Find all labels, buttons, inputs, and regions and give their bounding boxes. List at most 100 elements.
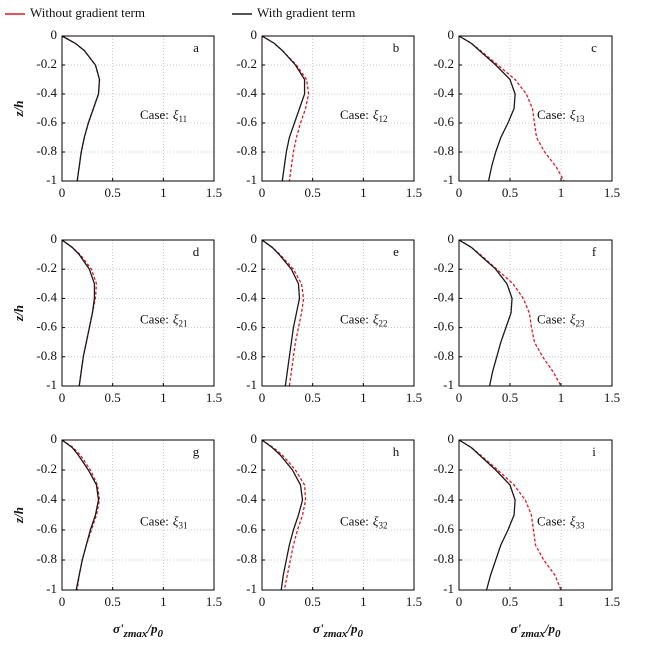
y-tick-label: 0 <box>51 431 58 446</box>
x-tick-label: 0 <box>259 390 266 405</box>
x-tick-label: 0 <box>59 185 66 200</box>
y-tick-label: -0.8 <box>433 143 454 158</box>
y-tick-label: -0.4 <box>236 491 257 506</box>
x-tick-label: 1 <box>360 185 367 200</box>
y-tick-label: -0.6 <box>433 114 454 129</box>
y-tick-label: -1 <box>246 581 257 596</box>
y-tick-label: -0.6 <box>36 114 57 129</box>
y-tick-label: -0.8 <box>236 551 257 566</box>
x-label-part: σ' <box>313 621 324 636</box>
y-tick-label: -0.2 <box>236 260 257 275</box>
case-annotation: Case: ξ22 <box>340 311 387 328</box>
y-axis-label: z/h <box>11 305 26 322</box>
data-line <box>458 439 562 591</box>
plot-frame <box>458 239 613 387</box>
y-tick-label: -1 <box>46 581 57 596</box>
x-label-part: 0 <box>158 628 164 640</box>
plot-frame <box>61 439 215 591</box>
y-tick-label: -0.6 <box>36 319 57 334</box>
y-tick-label: -0.4 <box>236 85 257 100</box>
y-tick-label: -1 <box>46 172 57 187</box>
y-tick-label: -0.6 <box>236 319 257 334</box>
case-annotation: Case: ξ12 <box>340 107 387 124</box>
case-annotation: Case: ξ11 <box>140 107 187 124</box>
x-axis-label: σ'zmax/p0 <box>313 621 364 640</box>
y-tick-label: -0.4 <box>236 289 257 304</box>
plot-frame <box>261 239 415 387</box>
y-tick-label: -0.8 <box>236 348 257 363</box>
x-tick-label: 1 <box>360 390 367 405</box>
x-tick-label: 1 <box>160 390 167 405</box>
data-line <box>261 239 301 387</box>
y-tick-label: 0 <box>448 27 455 42</box>
x-tick-label: 0 <box>259 594 266 609</box>
y-tick-label: -0.6 <box>433 319 454 334</box>
x-tick-label: 1 <box>160 594 167 609</box>
case-subscript: 21 <box>178 318 187 328</box>
y-axis-label: z/h <box>11 101 26 118</box>
case-symbol: ξ <box>173 513 179 528</box>
y-tick-label: -0.2 <box>236 56 257 71</box>
case-text: Case: <box>140 311 169 326</box>
case-symbol: ξ <box>173 311 179 326</box>
case-annotation: Case: ξ31 <box>140 513 187 530</box>
x-label-part: σ' <box>510 621 521 636</box>
x-label-part: zmax <box>323 628 348 640</box>
panel-label: b <box>393 40 400 55</box>
x-label-part: /p <box>346 621 358 636</box>
y-tick-label: -0.4 <box>36 85 57 100</box>
case-annotation: Case: ξ13 <box>537 107 585 124</box>
y-tick-label: -0.6 <box>236 521 257 536</box>
case-subscript: 12 <box>378 114 387 124</box>
y-tick-label: 0 <box>448 431 455 446</box>
panel-label: i <box>592 444 596 459</box>
x-axis-label: σ'zmax/p0 <box>510 621 561 640</box>
case-annotation: Case: ξ23 <box>537 311 585 328</box>
case-annotation: Case: ξ32 <box>340 513 387 530</box>
data-line <box>261 35 310 182</box>
panel-label: e <box>393 244 399 259</box>
x-tick-label: 0.5 <box>502 185 518 200</box>
y-tick-label: -1 <box>46 377 57 392</box>
case-text: Case: <box>537 107 566 122</box>
plot-frame <box>61 239 215 387</box>
x-tick-label: 0.5 <box>105 185 121 200</box>
x-label-part: 0 <box>358 628 364 640</box>
case-annotation: Case: ξ33 <box>537 513 585 530</box>
y-tick-label: -0.2 <box>433 461 454 476</box>
y-tick-label: -0.8 <box>36 551 57 566</box>
data-line <box>61 439 100 591</box>
data-line <box>61 35 101 182</box>
x-tick-label: 1.5 <box>604 594 620 609</box>
y-tick-label: -0.8 <box>433 348 454 363</box>
data-line <box>61 239 98 387</box>
y-tick-label: 0 <box>51 231 58 246</box>
y-tick-label: -0.2 <box>36 461 57 476</box>
x-tick-label: 0 <box>59 390 66 405</box>
x-label-part: zmax <box>520 628 545 640</box>
y-tick-label: 0 <box>251 231 258 246</box>
x-tick-label: 1.5 <box>406 390 422 405</box>
x-tick-label: 1.5 <box>406 594 422 609</box>
case-text: Case: <box>340 107 369 122</box>
x-tick-label: 0.5 <box>502 594 518 609</box>
data-line <box>261 439 307 591</box>
data-line <box>261 439 304 591</box>
y-tick-label: -1 <box>443 172 454 187</box>
panel-label: d <box>193 244 200 259</box>
legend-label: With gradient term <box>257 5 355 20</box>
x-tick-label: 1.5 <box>206 185 222 200</box>
x-tick-label: 0 <box>259 185 266 200</box>
case-subscript: 32 <box>378 521 387 531</box>
case-text: Case: <box>340 311 369 326</box>
x-tick-label: 1 <box>160 185 167 200</box>
x-tick-label: 1 <box>558 390 565 405</box>
y-tick-label: -0.8 <box>36 348 57 363</box>
y-tick-label: 0 <box>51 27 58 42</box>
x-tick-label: 0.5 <box>305 390 321 405</box>
x-tick-label: 0.5 <box>305 594 321 609</box>
y-tick-label: -0.8 <box>433 551 454 566</box>
legend: Without gradient term With gradient term <box>5 5 355 20</box>
x-tick-label: 1.5 <box>604 185 620 200</box>
y-tick-label: -0.4 <box>36 289 57 304</box>
